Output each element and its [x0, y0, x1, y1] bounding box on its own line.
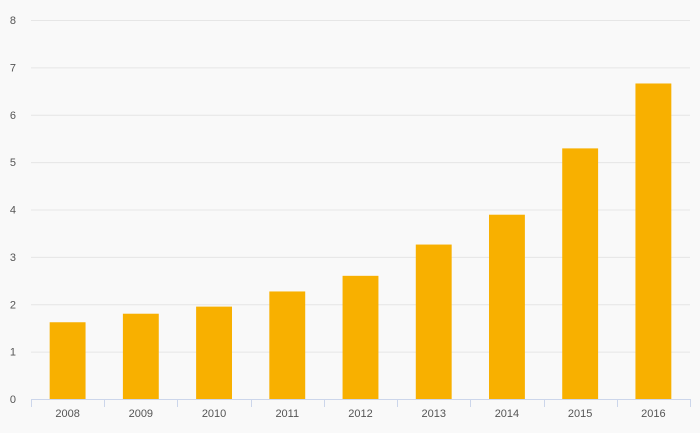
- y-tick-label: 8: [10, 15, 16, 27]
- bar-2013: [415, 244, 452, 399]
- x-tick-label: 2016: [641, 408, 665, 420]
- y-tick-label: 3: [10, 252, 16, 264]
- y-tick-label: 1: [10, 347, 16, 359]
- y-axis-labels: 0 1 2 3 4 5 6 7 8: [10, 15, 16, 406]
- bar-2010: [196, 306, 232, 399]
- x-tick-label: 2013: [421, 408, 445, 420]
- x-tick-label: 2010: [202, 408, 226, 420]
- y-tick-label: 4: [10, 205, 16, 217]
- y-tick-label: 7: [10, 62, 16, 74]
- y-tick-label: 0: [10, 394, 16, 406]
- x-tick-label: 2008: [55, 408, 79, 420]
- bar-2009: [122, 313, 159, 399]
- x-tick-label: 2014: [495, 408, 519, 420]
- x-tick-label: 2011: [275, 408, 299, 420]
- y-tick-label: 5: [10, 157, 16, 169]
- bar-2015: [562, 148, 599, 399]
- y-tick-label: 2: [10, 299, 16, 311]
- x-tick-label: 2012: [348, 408, 372, 420]
- bar-2011: [269, 291, 306, 399]
- bar-2012: [342, 275, 379, 399]
- bars: [49, 83, 672, 400]
- bar-2008: [49, 322, 86, 399]
- x-tick-label: 2015: [568, 408, 592, 420]
- grid-lines: [31, 20, 690, 353]
- bar-2016: [635, 83, 672, 400]
- bar-2014: [489, 214, 525, 399]
- y-tick-label: 6: [10, 110, 16, 122]
- x-axis: 2008 2009 2010 2011 2012 2013 2014 2015 2016: [31, 399, 691, 420]
- x-tick-label: 2009: [129, 408, 153, 420]
